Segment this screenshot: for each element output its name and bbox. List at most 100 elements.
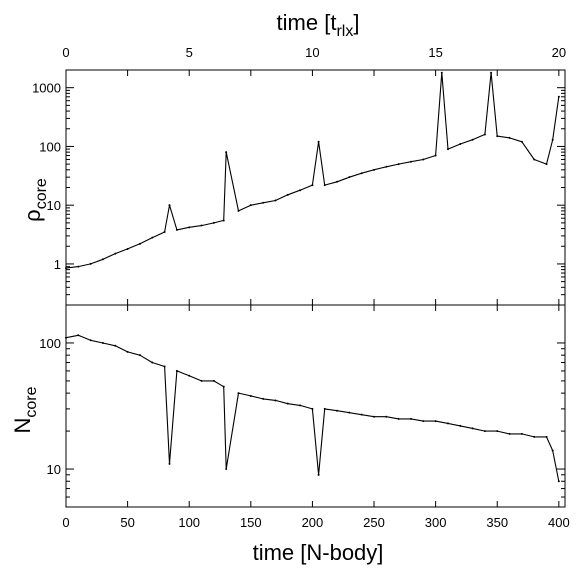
data-point — [212, 221, 215, 224]
y-axis-title-ncore: Ncore — [10, 386, 40, 433]
top-tick-label: 5 — [186, 45, 193, 60]
data-point — [409, 417, 412, 420]
data-point — [225, 151, 228, 154]
data-point — [385, 415, 388, 418]
data-point — [89, 339, 92, 342]
data-point — [274, 199, 277, 202]
y-tick-label: 100 — [39, 336, 61, 351]
data-point — [446, 148, 449, 151]
data-point — [101, 341, 104, 344]
y-tick-label: 100 — [39, 139, 61, 154]
data-point — [249, 394, 252, 397]
data-point — [299, 404, 302, 407]
data-point — [311, 184, 314, 187]
data-point — [397, 163, 400, 166]
data-point — [336, 409, 339, 412]
data-point — [533, 435, 536, 438]
top-tick-label: 10 — [305, 45, 319, 60]
data-point — [373, 168, 376, 171]
top-axis-title-tail: ] — [353, 10, 359, 35]
data-point — [126, 247, 129, 250]
x-tick-label: 300 — [425, 515, 447, 530]
data-point — [496, 135, 499, 138]
data-point — [168, 204, 171, 207]
data-point — [65, 267, 67, 270]
y-axis-title-rho: ρcore — [20, 178, 50, 222]
data-point — [360, 172, 363, 175]
data-point — [65, 336, 67, 339]
data-point — [440, 71, 443, 74]
data-point — [299, 189, 302, 192]
x-tick-label: 50 — [120, 515, 134, 530]
y-axis-title-rho-sub: core — [33, 178, 50, 209]
data-point — [459, 143, 462, 146]
data-point — [274, 399, 277, 402]
data-point — [551, 449, 554, 452]
data-point — [317, 473, 320, 476]
y-tick-label: 1 — [54, 257, 61, 272]
x-tick-label: 150 — [240, 515, 262, 530]
data-point — [434, 154, 437, 157]
data-point — [311, 407, 314, 410]
data-point — [262, 201, 265, 204]
data-point — [138, 354, 141, 357]
data-point — [508, 432, 511, 435]
data-point — [212, 379, 215, 382]
data-point — [422, 158, 425, 161]
top-tick-label: 20 — [552, 45, 566, 60]
x-tick-label: 200 — [302, 515, 324, 530]
data-point — [557, 95, 560, 98]
data-point — [89, 262, 92, 265]
panel-rho-core: 1 10 100 1000 — [32, 69, 566, 306]
data-point — [471, 427, 474, 430]
x-tick-label: 250 — [363, 515, 385, 530]
data-point — [188, 226, 191, 229]
data-point — [533, 158, 536, 161]
x-axis-title: time [N-body] — [253, 540, 384, 565]
data-point — [101, 258, 104, 261]
top-axis-trlx: 0 5 10 15 20 — [62, 45, 566, 60]
top-tick-label: 0 — [62, 45, 69, 60]
data-point — [317, 140, 320, 143]
x-tick-label: 0 — [62, 515, 69, 530]
data-point — [175, 369, 178, 372]
data-point — [200, 224, 203, 227]
plot-frame — [65, 304, 566, 508]
data-point — [237, 392, 240, 395]
data-point — [508, 136, 511, 139]
data-point — [114, 252, 117, 255]
data-point — [520, 432, 523, 435]
data-point — [459, 424, 462, 427]
x-tick-label: 100 — [178, 515, 200, 530]
data-point — [446, 422, 449, 425]
y-tick-label: 10 — [47, 462, 61, 477]
data-point — [434, 420, 437, 423]
data-point — [422, 420, 425, 423]
data-point — [397, 417, 400, 420]
data-point — [551, 138, 554, 141]
data-point — [385, 165, 388, 168]
data-point — [286, 193, 289, 196]
data-point — [323, 407, 326, 410]
top-axis-title: time [trlx] — [277, 10, 360, 40]
data-point — [286, 402, 289, 405]
data-point — [348, 411, 351, 414]
top-axis-title-sub: rlx — [336, 23, 353, 40]
data-point — [496, 430, 499, 433]
data-point — [77, 265, 80, 268]
data-point — [200, 379, 203, 382]
panel-n-core: 10 100 0 50 100 150 200 250 300 350 400 — [39, 304, 570, 530]
data-point — [77, 334, 80, 337]
data-point — [471, 138, 474, 141]
data-point — [262, 397, 265, 400]
data-point — [168, 462, 171, 465]
data-point — [336, 180, 339, 183]
data-point — [114, 344, 117, 347]
data-point — [249, 204, 252, 207]
data-point — [545, 435, 548, 438]
data-point — [483, 133, 486, 136]
data-point — [557, 480, 560, 483]
y-tick-label: 1000 — [32, 81, 61, 96]
data-point — [151, 236, 154, 239]
